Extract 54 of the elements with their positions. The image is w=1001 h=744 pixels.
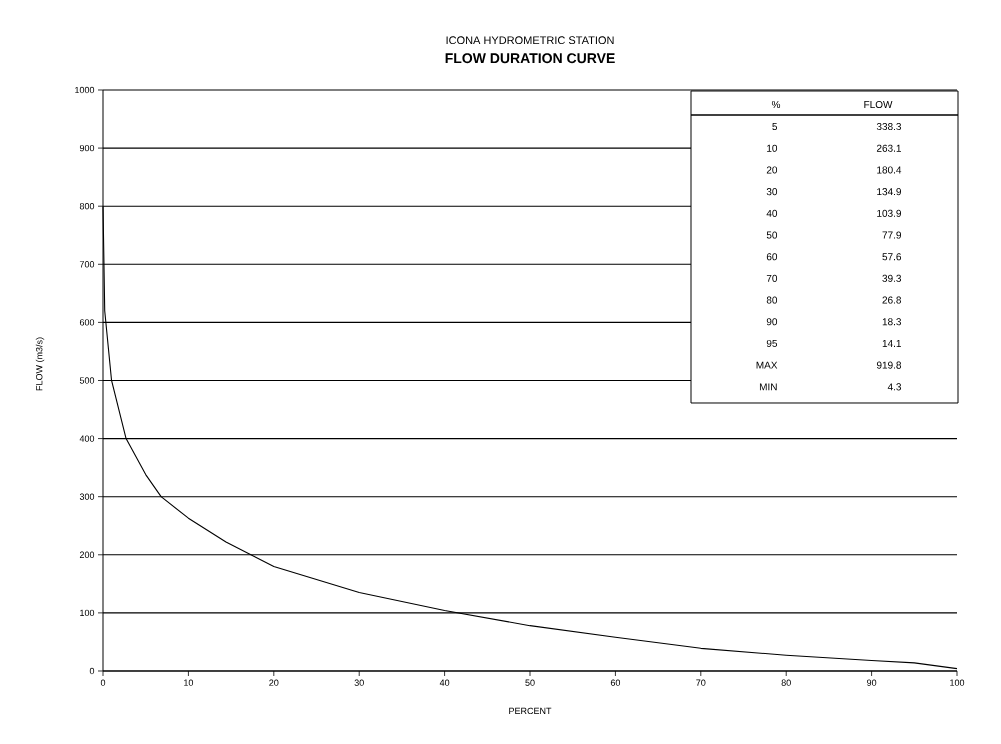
x-tick-label: 0 <box>100 679 106 686</box>
y-tick-label: 400 <box>79 435 95 442</box>
chart-subtitle: FLOW DURATION CURVE <box>445 53 615 64</box>
annotation: 14.1 <box>882 340 901 347</box>
y-tick-label: 500 <box>79 377 95 384</box>
y-tick-label: 0 <box>89 667 95 675</box>
annotation: 4.3 <box>887 383 902 391</box>
annotation: 70 <box>766 274 778 282</box>
annotation: 50 <box>766 231 778 239</box>
y-tick-label: 200 <box>79 551 95 558</box>
y-tick-label: 600 <box>79 319 95 326</box>
annotation: 95 <box>766 339 778 347</box>
annotation: 30 <box>766 188 778 196</box>
x-tick-label: 80 <box>781 679 791 686</box>
annotation: 20 <box>766 166 778 174</box>
annotation: 919.8 <box>876 361 902 369</box>
annotation: MIN <box>759 383 777 391</box>
annotation: % <box>771 101 781 109</box>
x-axis-title: PERCENT <box>509 707 552 715</box>
annotation: 80 <box>766 296 778 304</box>
annotation: 103.9 <box>877 209 901 217</box>
annotation: 57.6 <box>882 253 902 261</box>
annotation: 18.3 <box>882 318 902 326</box>
y-axis-title: FLOW (m3/s) <box>35 337 45 391</box>
annotation: 134.9 <box>877 188 901 196</box>
y-tick-label: 700 <box>79 261 95 268</box>
x-tick-label: 20 <box>269 679 279 686</box>
annotation: 263.1 <box>876 144 901 152</box>
chart-title: ICONA HYDROMETRIC STATION <box>446 36 614 45</box>
y-tick-label: 800 <box>79 203 95 210</box>
x-tick-label: 100 <box>950 679 965 686</box>
x-tick-label: 40 <box>439 679 450 686</box>
y-tick-label: 100 <box>80 609 95 617</box>
annotation: 180.4 <box>877 166 902 174</box>
y-tick-label: 300 <box>79 493 95 500</box>
annotation: FLOW <box>864 101 893 109</box>
x-tick-label: 10 <box>184 679 194 686</box>
x-tick-label: 70 <box>696 679 706 686</box>
annotation: 10 <box>767 144 778 152</box>
annotation: 90 <box>766 318 778 326</box>
annotation: 60 <box>766 253 778 261</box>
y-tick-label: 900 <box>79 144 95 152</box>
annotation: 26.8 <box>882 296 902 304</box>
annotation: 338.3 <box>876 123 902 131</box>
x-tick-label: 90 <box>867 679 877 686</box>
annotation: 77.9 <box>882 231 901 239</box>
annotation: 5 <box>772 123 778 131</box>
annotation: 40 <box>766 209 778 217</box>
y-tick-label: 1000 <box>75 86 95 94</box>
x-tick-label: 50 <box>525 679 535 686</box>
annotation: MAX <box>756 361 778 369</box>
x-tick-label: 30 <box>354 679 364 686</box>
annotation: 39.3 <box>882 274 902 282</box>
x-tick-label: 60 <box>610 679 621 686</box>
